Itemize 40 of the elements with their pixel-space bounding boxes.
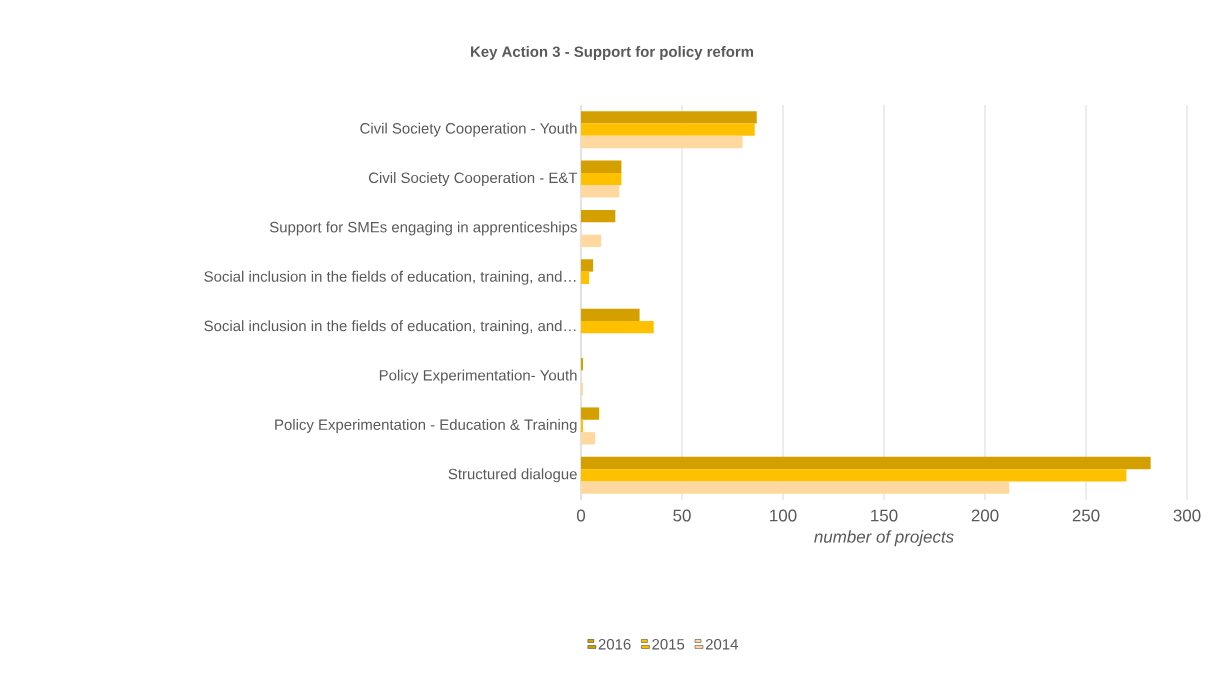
bar — [581, 271, 590, 284]
bar — [581, 135, 743, 149]
y-tick-label: Policy Experimentation- Youth — [379, 369, 577, 384]
bar — [581, 308, 640, 322]
bar — [581, 358, 584, 371]
x-axis-title: number of projects — [814, 530, 954, 547]
bar — [581, 209, 616, 223]
x-tick-label: 50 — [673, 509, 691, 522]
bar — [581, 382, 584, 396]
bar — [581, 185, 620, 198]
x-tick-label: 250 — [1072, 509, 1100, 522]
bar — [581, 234, 602, 247]
y-tick-label: Structured dialogue — [448, 468, 577, 483]
chart-title: Key Action 3 - Support for policy reform — [471, 46, 754, 60]
bar — [581, 160, 622, 173]
bar — [581, 432, 596, 445]
legend-label: 2015 — [652, 638, 685, 650]
bar — [581, 456, 1151, 470]
y-tick-label: Social inclusion in the fields of education, training, and… — [204, 270, 576, 285]
bar — [581, 481, 1010, 494]
bar — [581, 469, 1127, 482]
x-tick-label: 150 — [871, 509, 898, 522]
bar — [581, 123, 755, 136]
bar — [581, 419, 584, 433]
legend-label: 2016 — [598, 638, 631, 650]
bar — [581, 259, 594, 272]
x-tick-label: 300 — [1173, 509, 1201, 522]
bar — [581, 172, 622, 186]
legend-label: 2014 — [705, 638, 738, 650]
y-tick-label: Social inclusion in the fields of education, training, and… — [204, 320, 576, 335]
y-tick-label: Support for SMEs engaging in apprenticeships — [269, 221, 577, 236]
y-tick-label: Civil Society Cooperation - Youth — [360, 122, 577, 137]
bar — [581, 407, 600, 420]
bar — [581, 321, 654, 334]
x-tick-label: 200 — [971, 509, 999, 522]
y-tick-label: Civil Society Cooperation - E&T — [368, 172, 578, 187]
x-tick-label: 0 — [576, 509, 586, 522]
x-tick-label: 100 — [770, 509, 797, 522]
bar — [581, 111, 757, 124]
y-tick-label: Policy Experimentation - Education & Training — [275, 418, 577, 433]
